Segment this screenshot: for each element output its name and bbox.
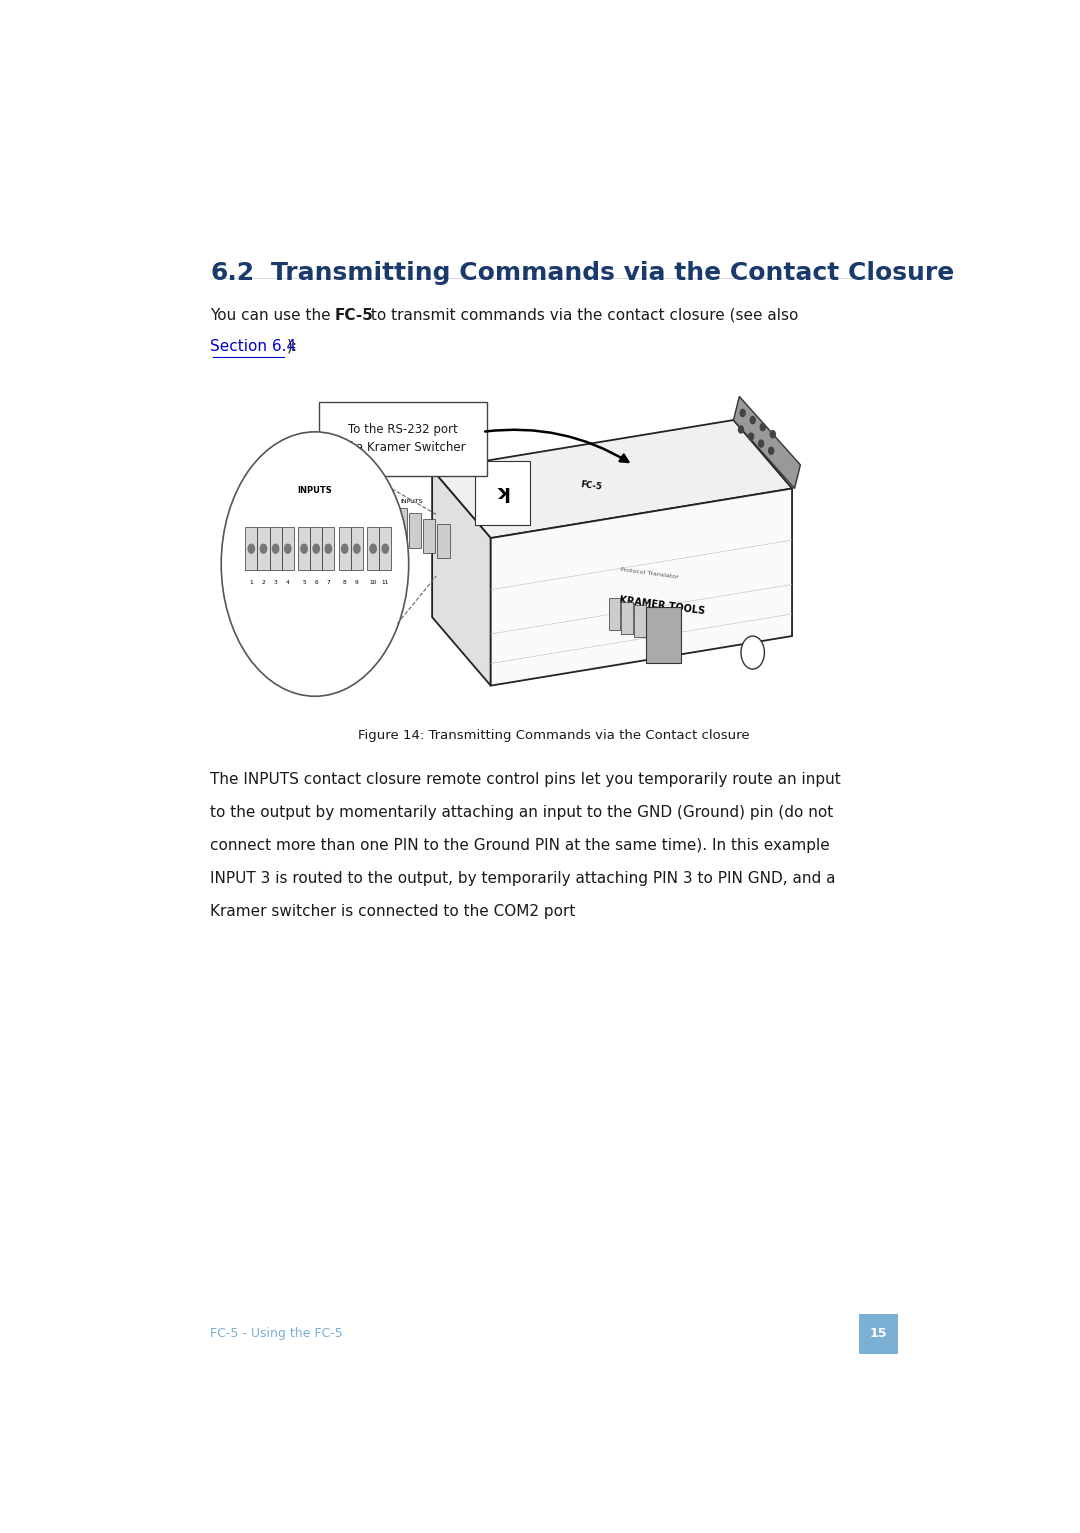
FancyBboxPatch shape <box>298 527 310 570</box>
Text: ):: ): <box>287 339 298 354</box>
Text: To the RS-232 port
of a Kramer Switcher: To the RS-232 port of a Kramer Switcher <box>340 423 465 454</box>
Text: 15: 15 <box>869 1328 887 1340</box>
Text: 4: 4 <box>286 581 289 586</box>
Circle shape <box>272 544 279 553</box>
Circle shape <box>301 544 307 553</box>
Text: 3: 3 <box>273 581 278 586</box>
FancyBboxPatch shape <box>379 527 391 570</box>
Text: Transmitting Commands via the Contact Closure: Transmitting Commands via the Contact Cl… <box>271 261 954 285</box>
FancyBboxPatch shape <box>257 527 270 570</box>
Circle shape <box>221 432 408 696</box>
Text: Figure 14: Transmitting Commands via the Contact closure: Figure 14: Transmitting Commands via the… <box>357 730 750 742</box>
Polygon shape <box>432 469 490 685</box>
FancyBboxPatch shape <box>282 527 294 570</box>
Circle shape <box>739 426 743 432</box>
FancyBboxPatch shape <box>646 607 680 664</box>
Circle shape <box>760 423 766 431</box>
FancyBboxPatch shape <box>380 503 393 537</box>
FancyBboxPatch shape <box>859 1314 897 1354</box>
Text: INPUT 3 is routed to the output, by temporarily attaching PIN 3 to PIN GND, and : INPUT 3 is routed to the output, by temp… <box>211 871 836 886</box>
Circle shape <box>769 448 773 454</box>
Text: INPUTS: INPUTS <box>400 498 422 504</box>
Circle shape <box>370 544 376 553</box>
Polygon shape <box>432 420 792 538</box>
Text: 11: 11 <box>381 581 389 586</box>
Text: connect more than one PIN to the Ground PIN at the same time). In this example: connect more than one PIN to the Ground … <box>211 839 831 852</box>
FancyBboxPatch shape <box>322 527 335 570</box>
Text: INPUTS: INPUTS <box>298 486 333 495</box>
Circle shape <box>770 431 775 438</box>
FancyBboxPatch shape <box>351 527 363 570</box>
FancyBboxPatch shape <box>634 606 646 638</box>
FancyBboxPatch shape <box>394 507 407 543</box>
FancyBboxPatch shape <box>320 402 486 475</box>
Text: Section 6.4: Section 6.4 <box>211 339 296 354</box>
Circle shape <box>284 544 291 553</box>
Text: 8: 8 <box>342 581 347 586</box>
Text: 1: 1 <box>249 581 253 586</box>
FancyBboxPatch shape <box>245 527 257 570</box>
Circle shape <box>758 440 764 448</box>
Text: FC-5: FC-5 <box>334 308 373 323</box>
FancyBboxPatch shape <box>310 527 322 570</box>
Text: KRAMER TOOLS: KRAMER TOOLS <box>619 595 705 616</box>
FancyBboxPatch shape <box>408 514 421 547</box>
Text: FC-5: FC-5 <box>580 480 603 492</box>
Circle shape <box>740 409 745 417</box>
FancyBboxPatch shape <box>609 598 620 630</box>
FancyBboxPatch shape <box>423 518 435 553</box>
FancyBboxPatch shape <box>270 527 282 570</box>
FancyBboxPatch shape <box>621 602 633 633</box>
Circle shape <box>313 544 320 553</box>
Text: 5: 5 <box>302 581 306 586</box>
Text: ʞ: ʞ <box>496 484 510 503</box>
Text: Kramer switcher is connected to the COM2 port: Kramer switcher is connected to the COM2… <box>211 904 576 918</box>
Circle shape <box>260 544 267 553</box>
Text: 6.2: 6.2 <box>211 261 255 285</box>
Text: 9: 9 <box>355 581 359 586</box>
Text: 6: 6 <box>314 581 318 586</box>
Circle shape <box>353 544 360 553</box>
FancyBboxPatch shape <box>339 527 351 570</box>
Circle shape <box>748 432 754 440</box>
FancyBboxPatch shape <box>367 527 379 570</box>
Polygon shape <box>490 489 792 685</box>
Text: FC-5 - Using the FC-5: FC-5 - Using the FC-5 <box>211 1328 343 1340</box>
Text: Protocol Translator: Protocol Translator <box>620 567 679 579</box>
Text: You can use the: You can use the <box>211 308 336 323</box>
Text: 7: 7 <box>326 581 330 586</box>
Circle shape <box>382 544 389 553</box>
FancyBboxPatch shape <box>475 461 530 526</box>
Text: to the output by momentarily attaching an input to the GND (Ground) pin (do not: to the output by momentarily attaching a… <box>211 805 834 820</box>
FancyBboxPatch shape <box>437 524 449 558</box>
Circle shape <box>341 544 348 553</box>
Circle shape <box>325 544 332 553</box>
Circle shape <box>751 417 755 423</box>
Circle shape <box>248 544 255 553</box>
Circle shape <box>741 636 765 668</box>
Text: The INPUTS contact closure remote control pins let you temporarily route an inpu: The INPUTS contact closure remote contro… <box>211 771 841 786</box>
Polygon shape <box>733 397 800 489</box>
Text: 2: 2 <box>261 581 266 586</box>
Text: 10: 10 <box>369 581 377 586</box>
Text: to transmit commands via the contact closure (see also: to transmit commands via the contact clo… <box>366 308 798 323</box>
